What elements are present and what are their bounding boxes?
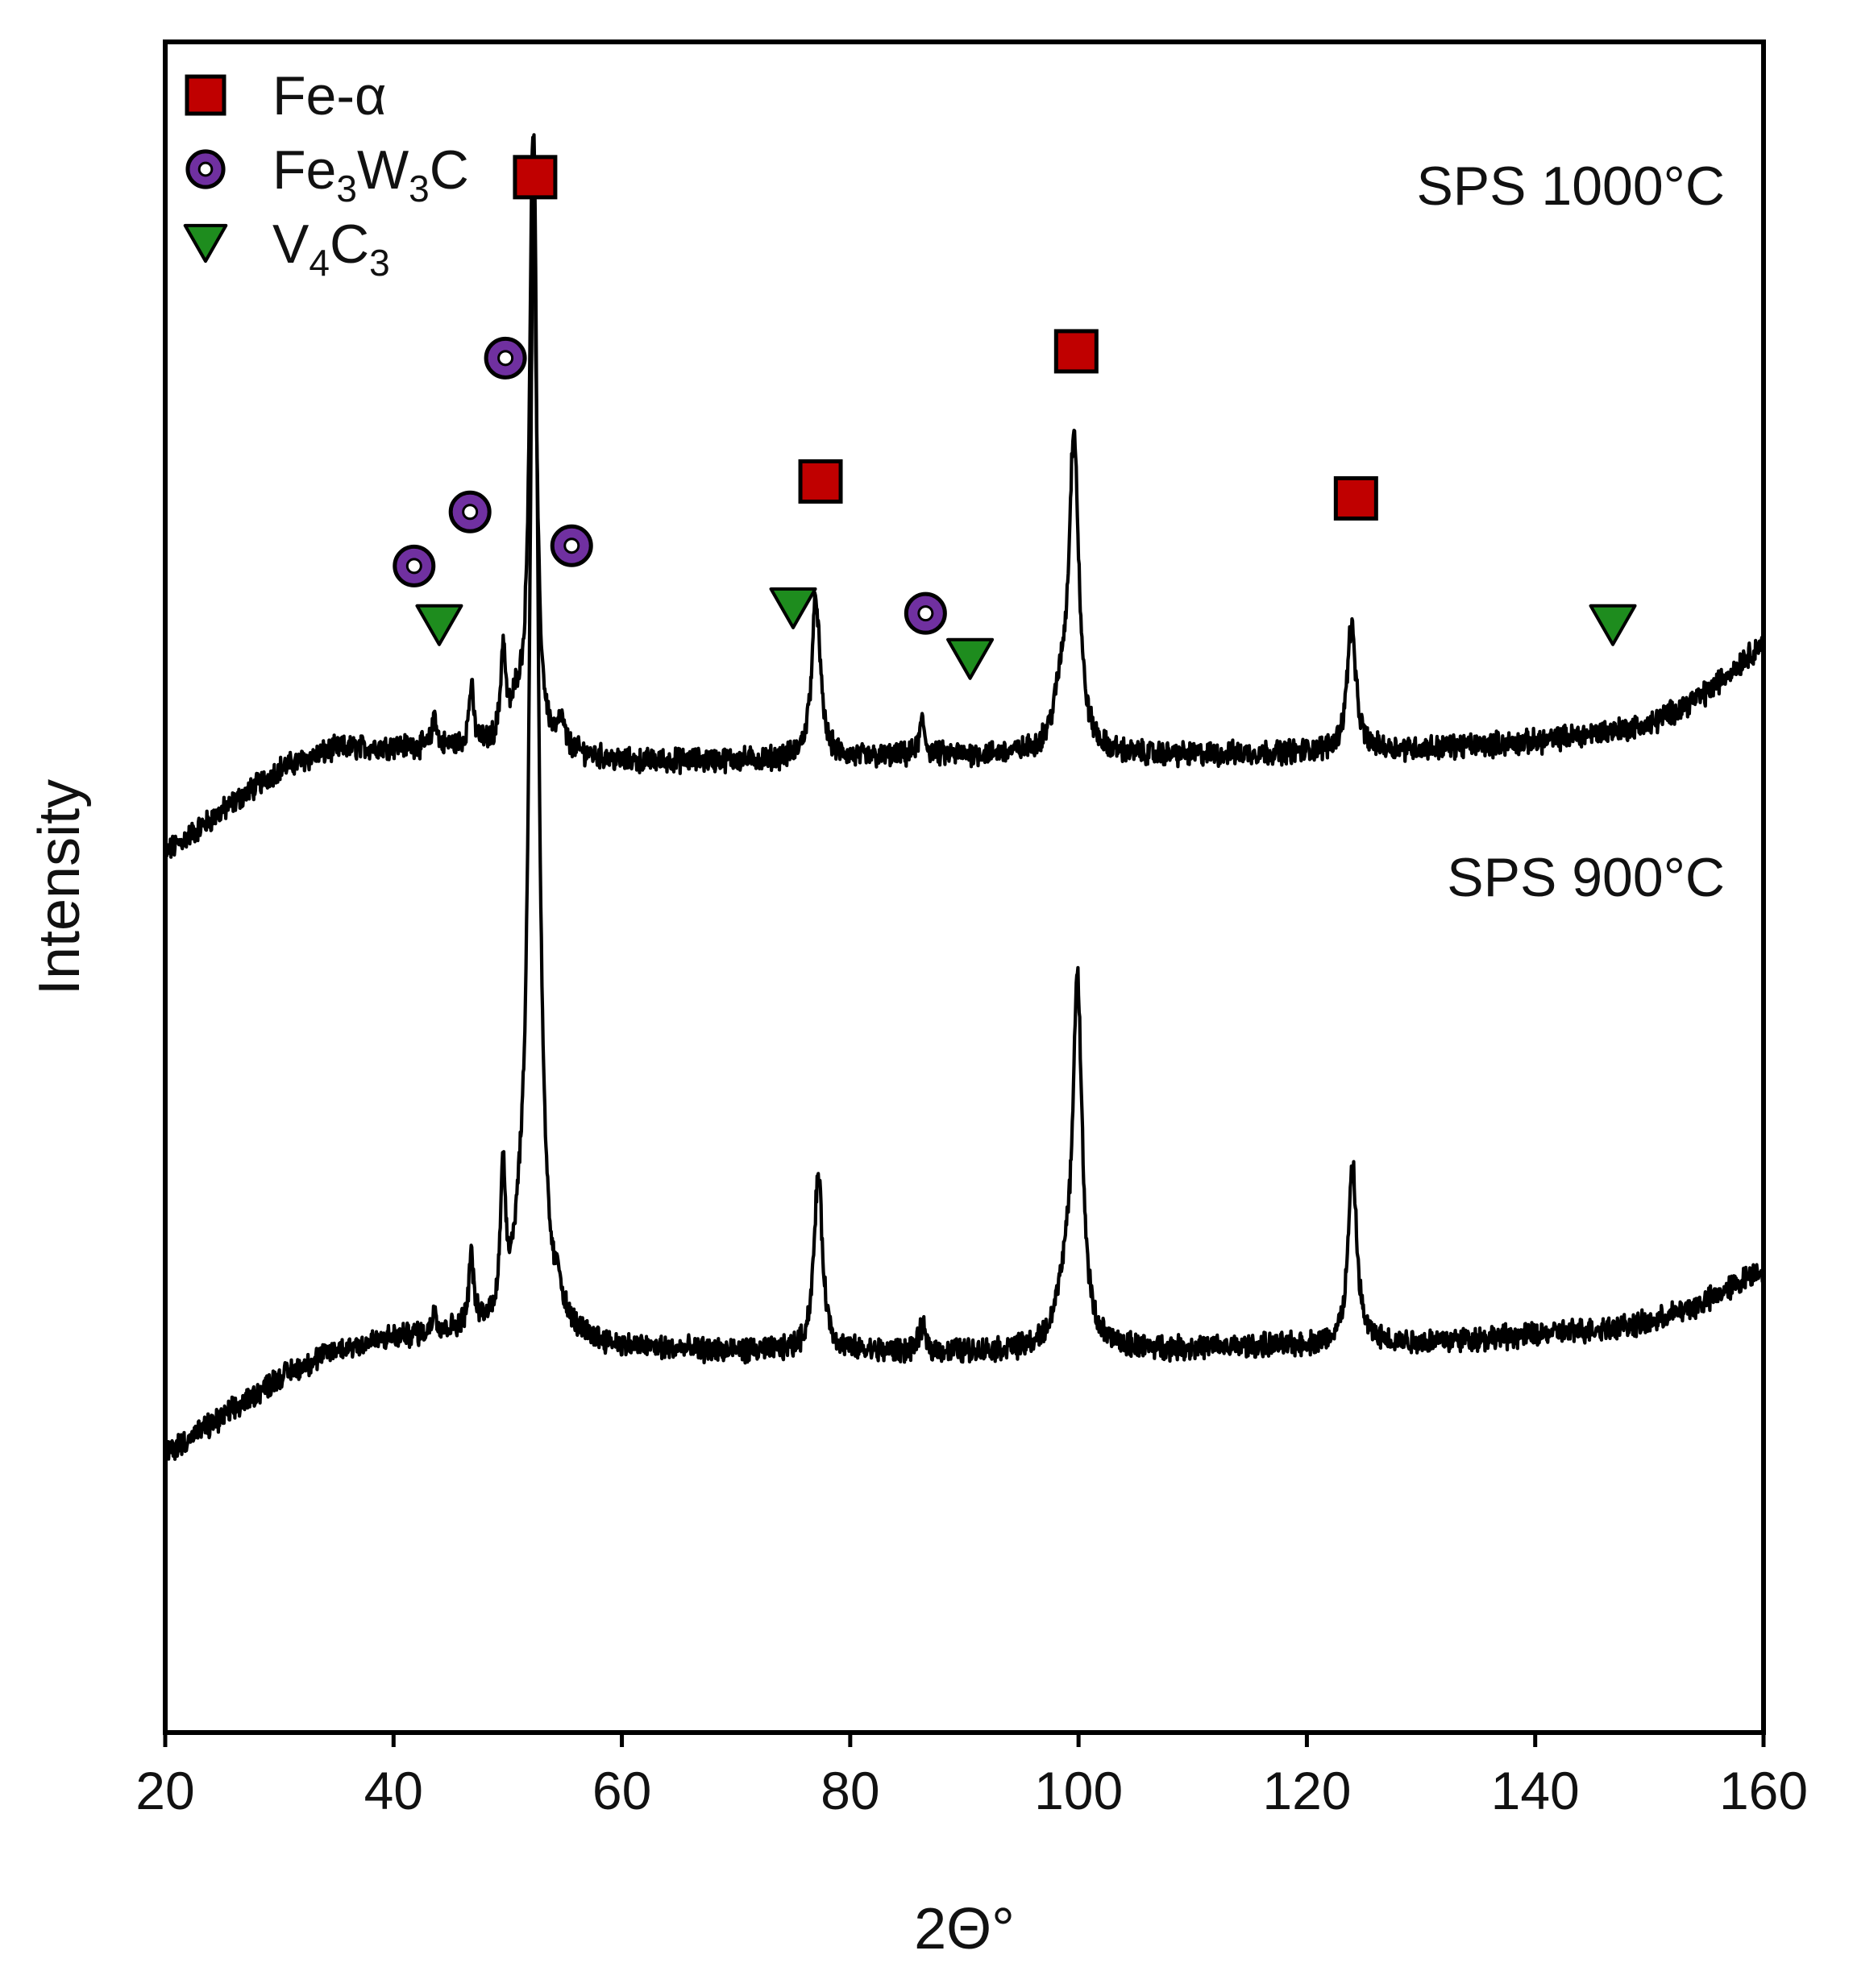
phase-markers — [393, 155, 1637, 680]
x-tick-label: 140 — [1491, 1761, 1580, 1820]
series-line-0 — [165, 135, 1764, 859]
x-tick-label: 80 — [821, 1761, 879, 1820]
fe3w3c-marker — [904, 591, 947, 635]
y-axis-label: Intensity — [27, 779, 92, 995]
fe3w3c-marker — [393, 544, 436, 587]
fe-alpha-marker — [1333, 475, 1378, 521]
fe-alpha-marker — [1053, 329, 1099, 374]
fe3w3c-marker — [448, 490, 492, 533]
legend-fe-icon — [185, 74, 226, 116]
x-tick-label: 20 — [135, 1761, 194, 1820]
v4c3-marker — [769, 587, 817, 629]
diffraction-traces — [165, 133, 1764, 1461]
legend-fwc-icon — [185, 149, 226, 189]
series-label-sps-900: SPS 900°C — [1447, 847, 1725, 908]
legend-vc-icon — [183, 223, 228, 264]
x-tick-label: 40 — [364, 1761, 423, 1820]
series-line-1 — [165, 133, 1764, 1461]
x-tick-label: 60 — [592, 1761, 651, 1820]
plot-frame — [163, 39, 1766, 1735]
legend-fe-label: Fe-α — [272, 65, 386, 127]
fe3w3c-marker — [550, 524, 593, 567]
x-tick-label: 120 — [1262, 1761, 1351, 1820]
x-tick-label: 160 — [1719, 1761, 1808, 1820]
v4c3-marker — [415, 604, 463, 646]
legend-fwc-label: Fe3W3C — [272, 139, 469, 210]
x-axis-label: 2Θ° — [914, 1897, 1015, 1961]
v4c3-marker — [1589, 604, 1637, 646]
fe3w3c-marker — [484, 336, 527, 380]
series-label-sps-1000: SPS 1000°C — [1416, 156, 1725, 217]
v4c3-marker — [946, 637, 995, 680]
x-tick-label: 100 — [1034, 1761, 1123, 1820]
fe-alpha-marker — [798, 459, 843, 504]
x-axis-ticks: 20 40 60 80 100 120 140 160 — [135, 1733, 1808, 1820]
legend-vc-label: V4C3 — [272, 214, 390, 284]
fe-alpha-marker — [513, 155, 558, 200]
